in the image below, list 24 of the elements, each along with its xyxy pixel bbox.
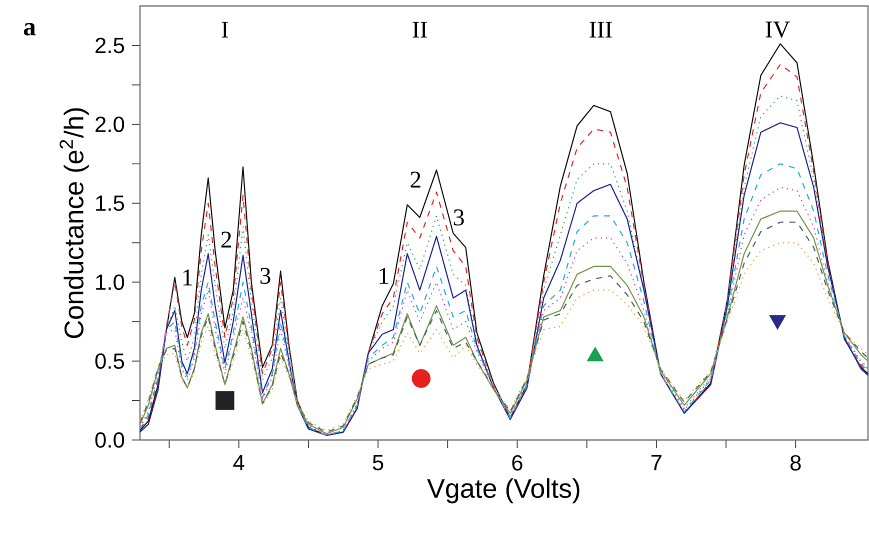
- annotation: III: [590, 22, 612, 38]
- text: a: [24, 23, 36, 36]
- x-tick-label: 7: [651, 455, 662, 470]
- y-tick-label: 2.5: [96, 38, 124, 54]
- y-tick-label: 0.0: [95, 432, 124, 448]
- annotation: 3: [454, 209, 464, 226]
- y-tick-label: 1.5: [96, 196, 124, 211]
- y-tick-label: 2.0: [96, 116, 124, 132]
- x-tick-label: 4: [233, 455, 244, 470]
- y-axis-title: Conductance (e$^{2}$/h): [60, 108, 89, 338]
- y-tick-label: 0.5: [95, 353, 124, 369]
- annotation: 1: [380, 268, 388, 284]
- x-tick-label: 6: [512, 455, 522, 471]
- y-tick-label: 1.0: [96, 274, 124, 290]
- annotation: I: [222, 22, 228, 38]
- annotation: 3: [260, 268, 270, 284]
- x-tick-label: 8: [790, 455, 801, 471]
- annotation: II: [412, 22, 427, 38]
- annotation: 2: [410, 172, 420, 188]
- annotation: IV: [766, 22, 790, 38]
- x-tick-label: 5: [372, 455, 384, 470]
- annotation: 2: [221, 232, 231, 248]
- x-axis-title: Vgate (Volts): [427, 478, 580, 504]
- annotation: 1: [183, 270, 192, 286]
